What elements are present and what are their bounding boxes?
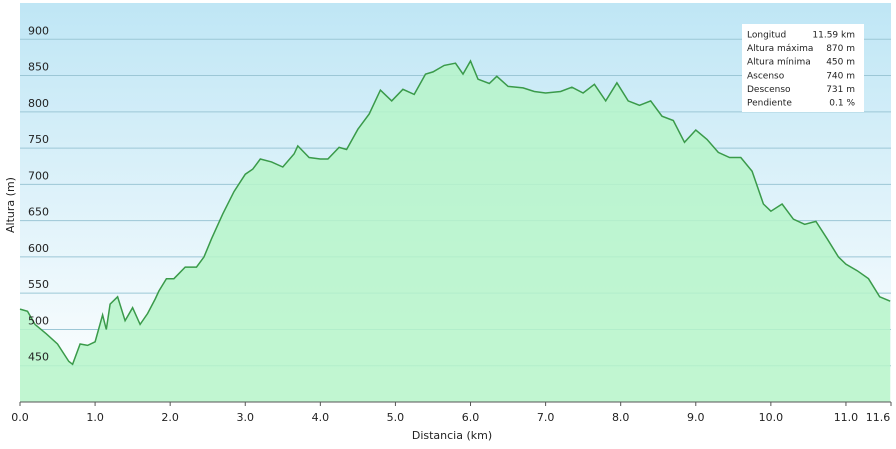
x-tick-label: 11.0 xyxy=(834,411,859,424)
y-tick-label: 750 xyxy=(28,133,49,146)
x-tick-label: 5.0 xyxy=(387,411,405,424)
stat-value: 0.1 % xyxy=(829,99,855,109)
x-tick-label: 10.0 xyxy=(759,411,784,424)
x-tick-label: 11.6 xyxy=(866,411,891,424)
y-tick-label: 850 xyxy=(28,61,49,74)
y-tick-label: 700 xyxy=(28,169,49,182)
y-tick-label: 550 xyxy=(28,278,49,291)
stats-box: Longitud 11.59 km Altura máxima 870 m Altura… xyxy=(742,24,864,112)
y-tick-label: 600 xyxy=(28,242,49,255)
x-tick-label: 7.0 xyxy=(537,411,555,424)
y-tick-label: 500 xyxy=(28,314,49,327)
y-tick-label: 650 xyxy=(28,206,49,219)
stat-value: 11.59 km xyxy=(812,31,855,41)
y-tick-label: 900 xyxy=(28,24,49,37)
y-tick-label: 800 xyxy=(28,97,49,110)
stat-label: Ascenso xyxy=(747,71,785,81)
stat-label: Longitud xyxy=(747,31,786,41)
x-tick-label: 1.0 xyxy=(86,411,104,424)
elevation-line xyxy=(19,59,891,366)
x-tick-label: 2.0 xyxy=(161,411,179,424)
x-tick-label: 6.0 xyxy=(462,411,480,424)
x-tick-label: 9.0 xyxy=(687,411,705,424)
y-axis-label: Altura (m) xyxy=(4,177,17,233)
x-tick-label: 4.0 xyxy=(312,411,330,424)
stat-label: Altura máxima xyxy=(747,44,813,54)
y-tick-label: 450 xyxy=(28,351,49,364)
stat-label: Pendiente xyxy=(747,99,792,109)
stat-label: Altura mínima xyxy=(747,58,811,68)
x-tick-label: 0.0 xyxy=(11,411,29,424)
x-axis-label: Distancia (km) xyxy=(412,429,492,442)
stat-value: 870 m xyxy=(826,44,855,54)
marks xyxy=(19,59,891,402)
x-tick-label: 8.0 xyxy=(612,411,630,424)
stats-background xyxy=(742,24,864,112)
stat-value: 731 m xyxy=(826,85,855,95)
stat-label: Descenso xyxy=(747,85,791,95)
stat-value: 450 m xyxy=(826,58,855,68)
labels: 450 500 550 600 650 700 750 800 850 900 0.0 1.0 2.0 3… xyxy=(11,24,892,424)
stat-value: 740 m xyxy=(826,71,855,81)
elevation-area xyxy=(20,61,891,402)
x-tick-label: 3.0 xyxy=(237,411,255,424)
